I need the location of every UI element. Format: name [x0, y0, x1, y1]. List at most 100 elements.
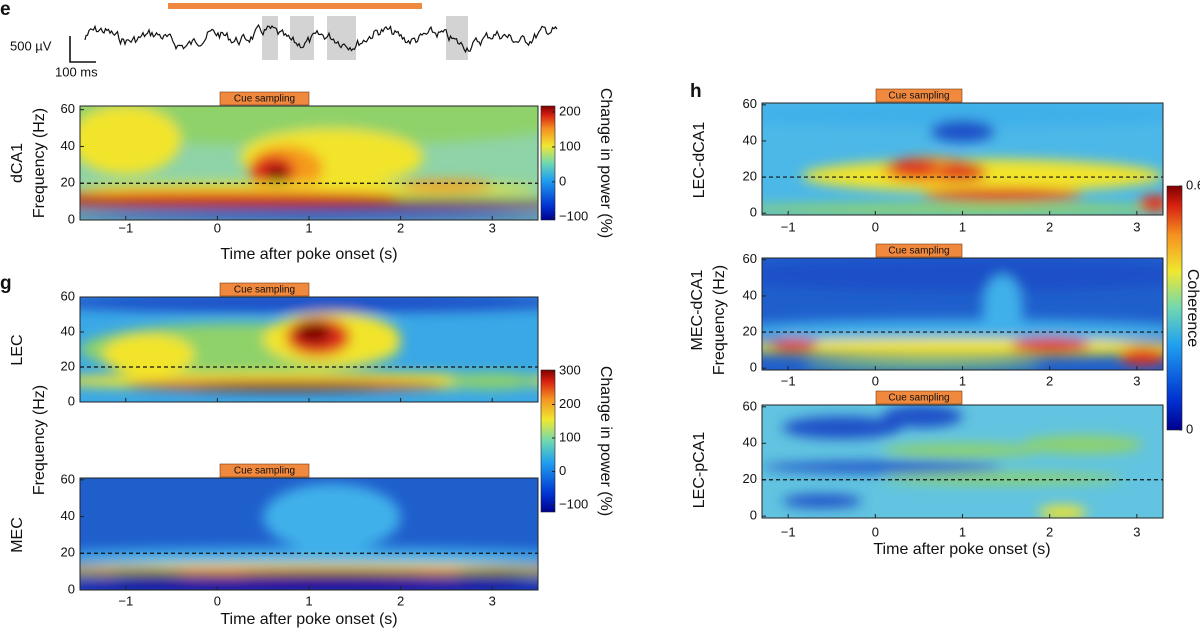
- cue-box: [875, 243, 963, 258]
- x-tick-label: 0: [872, 524, 879, 539]
- x-axis-label: Time after poke onset (s): [220, 246, 397, 263]
- panel-label: e: [0, 0, 11, 20]
- heatmap-blob: [265, 165, 289, 184]
- row-label: LEC-pCA1: [691, 432, 708, 509]
- colorbar-tick-label: 0.6: [1186, 177, 1200, 192]
- x-tick-label: −1: [781, 373, 796, 388]
- scale-time: 100 ms: [55, 64, 98, 79]
- x-tick-label: 2: [1046, 524, 1053, 539]
- heatmap-blob: [782, 416, 903, 439]
- heatmap-blob: [295, 322, 332, 344]
- x-tick-label: −1: [118, 593, 133, 608]
- heatmap-blob: [80, 547, 538, 566]
- x-tick-label: 0: [872, 219, 879, 234]
- scale-voltage: 500 µV: [10, 38, 52, 53]
- y-axis-label: Frequency (Hz): [31, 108, 48, 218]
- y-axis-label: Frequency (Hz): [31, 385, 48, 495]
- panel-label: g: [0, 273, 12, 294]
- colorbar-tick-label: 300: [559, 362, 581, 377]
- colorbar-tick-label: −100: [559, 208, 588, 223]
- panel-label: h: [690, 81, 702, 102]
- x-tick-label: 1: [959, 524, 966, 539]
- y-tick-label: 60: [743, 96, 757, 111]
- y-tick-label: 60: [743, 251, 757, 266]
- colorbar-tick-label: 200: [559, 103, 581, 118]
- row-label: MEC-dCA1: [689, 269, 706, 350]
- x-tick-label: 0: [214, 593, 221, 608]
- lfp-trace: [84, 23, 558, 54]
- y-tick-label: 40: [61, 138, 75, 153]
- y-tick-label: 20: [61, 175, 75, 190]
- y-tick-label: 20: [61, 358, 75, 373]
- cue-label: Cue sampling: [234, 285, 295, 296]
- colorbar-label: Change in power (%): [597, 366, 614, 516]
- heatmap-blob: [80, 106, 181, 175]
- heatmap-blob: [762, 103, 1163, 128]
- heatmap-blob: [194, 384, 378, 391]
- y-tick-label: 40: [743, 132, 757, 147]
- heatmap-blob: [80, 191, 401, 203]
- x-tick-label: 3: [489, 220, 496, 235]
- heatmap-blob: [762, 319, 1163, 342]
- highlight-boxes: [262, 16, 468, 60]
- y-tick-label: 0: [68, 211, 75, 226]
- y-tick-label: 0: [68, 393, 75, 408]
- heatmap-blob: [762, 461, 1003, 473]
- heatmap-blob: [80, 106, 538, 146]
- heatmap-blob: [922, 188, 1083, 202]
- row-label: LEC: [9, 334, 26, 365]
- x-tick-label: 1: [959, 373, 966, 388]
- cue-box: [219, 463, 310, 478]
- heatmap-blob: [930, 119, 995, 143]
- heatmap-blob: [400, 180, 493, 192]
- cue-label: Cue sampling: [234, 466, 295, 477]
- x-tick-label: 3: [1133, 524, 1140, 539]
- x-axis-label: Time after poke onset (s): [220, 611, 397, 628]
- y-tick-label: 20: [743, 169, 757, 184]
- heatmap: [80, 106, 538, 220]
- y-tick-label: 20: [743, 471, 757, 486]
- cue-box: [875, 88, 963, 103]
- x-axis-label: Time after poke onset (s): [873, 541, 1050, 558]
- y-tick-label: 60: [61, 471, 75, 486]
- heatmap: [80, 478, 538, 590]
- colorbar-tick-label: 0: [559, 173, 566, 188]
- y-tick-label: 0: [750, 205, 757, 220]
- cue-box: [875, 390, 963, 405]
- cue-box: [219, 282, 310, 297]
- heatmap-blob: [882, 472, 1123, 485]
- x-tick-label: 2: [1046, 373, 1053, 388]
- heatmap-blobs: [762, 103, 1163, 215]
- y-tick-label: 60: [61, 101, 75, 116]
- y-axis-label: Frequency (Hz): [711, 265, 728, 375]
- heatmap-blob: [263, 483, 401, 551]
- heatmap-blobs: [80, 483, 538, 590]
- x-tick-label: 0: [872, 373, 879, 388]
- y-tick-label: 20: [743, 324, 757, 339]
- y-tick-label: 20: [61, 545, 75, 560]
- x-tick-label: 3: [489, 593, 496, 608]
- x-tick-label: 1: [959, 219, 966, 234]
- colorbar-tick-label: 0: [1186, 421, 1193, 436]
- heatmap-blob: [762, 258, 1163, 292]
- heatmap-blob: [1138, 194, 1163, 213]
- heatmap-blob: [882, 405, 963, 428]
- row-label: dCA1: [9, 143, 26, 183]
- x-tick-label: −1: [118, 220, 133, 235]
- colorbar-tick-label: −100: [559, 496, 588, 511]
- x-tick-label: 3: [1133, 373, 1140, 388]
- heatmap-blobs: [762, 258, 1163, 369]
- heatmap-blob: [102, 333, 195, 376]
- colorbar-tick-label: 200: [559, 396, 581, 411]
- heatmap-blob: [802, 359, 1043, 369]
- cue-label: Cue sampling: [888, 91, 949, 102]
- y-tick-label: 40: [61, 508, 75, 523]
- x-tick-label: 1: [305, 220, 312, 235]
- colorbar-tick-label: 100: [559, 138, 581, 153]
- heatmap: [762, 103, 1163, 215]
- x-tick-label: 1: [305, 593, 312, 608]
- heatmap-blob: [446, 372, 538, 390]
- heatmap-blob: [1038, 505, 1087, 518]
- heatmap-blob: [782, 494, 863, 508]
